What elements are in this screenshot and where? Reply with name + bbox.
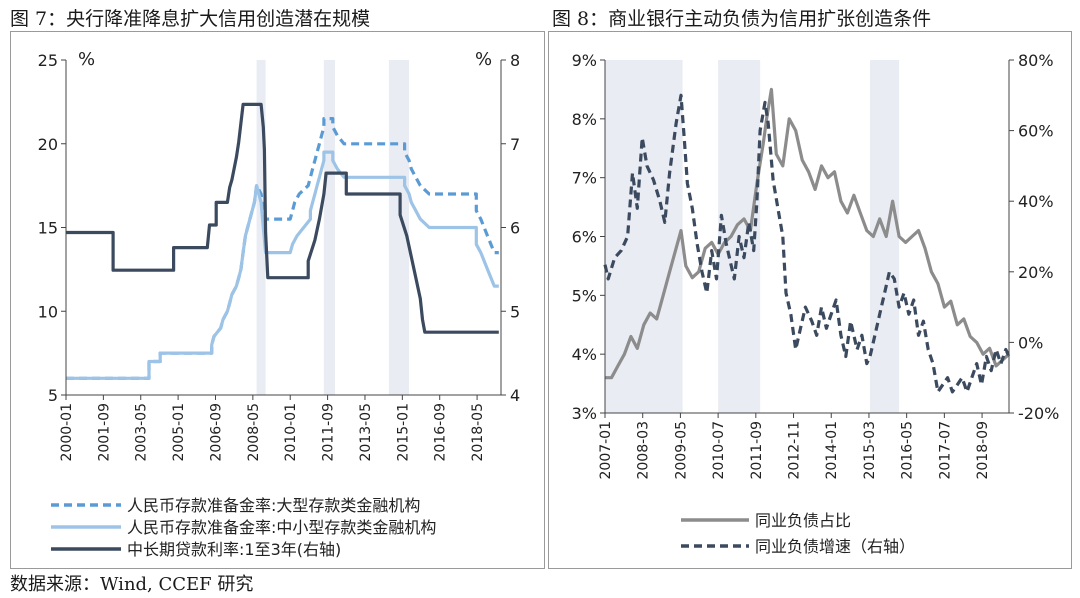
- right-figure-title: 图 8：商业银行主动负债为信用扩张创造条件: [552, 8, 932, 30]
- left-y-tick-label: 7%: [572, 169, 597, 188]
- left-y-tick-label: 25: [38, 51, 58, 70]
- shaded-period-1: [605, 60, 683, 413]
- left-y-tick-label: 20: [38, 135, 58, 154]
- x-tick-label: 2018-05: [470, 403, 486, 462]
- right-y-tick-label: 20%: [1018, 263, 1054, 282]
- left-y-tick-label: 5: [48, 386, 58, 405]
- x-tick-label: 2005-01: [171, 403, 187, 462]
- x-tick-label: 2011-09: [321, 403, 337, 462]
- x-tick-label: 2009-05: [673, 421, 689, 480]
- legend-label-1: 同业负债占比: [755, 511, 851, 530]
- left-y-tick-label: 8%: [572, 110, 597, 129]
- series-line-3: [66, 102, 499, 334]
- shaded-period-2: [323, 60, 336, 395]
- left-y-tick-label: 5%: [572, 286, 597, 305]
- right-y-tick-label: 4: [510, 386, 520, 405]
- right-y-tick-label: 5: [510, 302, 520, 321]
- series-line-2: [603, 93, 1011, 394]
- left-y-tick-label: 15: [38, 219, 58, 238]
- x-tick-label: 2008-03: [636, 421, 652, 480]
- shaded-period-1: [256, 60, 266, 395]
- series-line-1: [66, 117, 499, 380]
- left-axis-unit: %: [78, 49, 95, 70]
- left-y-tick-label: 10: [38, 302, 58, 321]
- left-y-tick-label: 9%: [572, 51, 597, 70]
- legend-label-1: 人民币存款准备金率:大型存款类金融机构: [127, 496, 420, 515]
- x-tick-label: 2010-01: [283, 403, 299, 462]
- left-y-tick-label: 6%: [572, 228, 597, 247]
- x-tick-label: 2008-05: [246, 403, 262, 462]
- x-tick-label: 2013-05: [358, 403, 374, 462]
- x-tick-label: 2014-01: [824, 421, 840, 480]
- legend-label-2: 人民币存款准备金率:中小型存款类金融机构: [127, 518, 436, 537]
- shaded-period-3: [388, 60, 410, 395]
- right-y-tick-label: 0%: [1018, 333, 1043, 352]
- x-tick-label: 2006-09: [208, 403, 224, 462]
- left-figure-title: 图 7：央行降准降息扩大信用创造潜在规模: [10, 8, 371, 30]
- left-chart-panel: 5 10 15 20 25 4 5 6 7 8 2000-01 2001-09 2003-05 2005-…: [10, 31, 545, 569]
- x-tick-label: 2010-07: [711, 421, 727, 480]
- x-tick-label: 2016-09: [433, 403, 449, 462]
- legend-label-2: 同业负债增速（右轴）: [755, 537, 915, 556]
- legend-label-3: 中长期贷款利率:1至3年(右轴): [127, 540, 341, 559]
- data-source-note: 数据来源：Wind, CCEF 研究: [10, 574, 254, 595]
- right-chart-panel: 3% 4% 5% 6% 7% 8% 9% -20% 0% 20% 40% 60% 80% 2007-01 2…: [548, 31, 1072, 569]
- x-tick-label: 2003-05: [134, 403, 150, 462]
- right-y-tick-label: 80%: [1018, 51, 1054, 70]
- right-y-tick-label: 40%: [1018, 192, 1054, 211]
- right-chart-svg: 3% 4% 5% 6% 7% 8% 9% -20% 0% 20% 40% 60% 80% 2007-01 2…: [572, 51, 1060, 556]
- series-line-2: [66, 150, 499, 380]
- right-y-tick-label: 60%: [1018, 122, 1054, 141]
- x-tick-label: 2012-11: [787, 421, 803, 480]
- right-y-tick-label: 8: [510, 51, 520, 70]
- x-tick-label: 2018-09: [975, 421, 991, 480]
- x-tick-label: 2001-09: [96, 403, 112, 462]
- right-y-tick-label: 6: [510, 219, 520, 238]
- left-chart-svg: 5 10 15 20 25 4 5 6 7 8 2000-01 2001-09 2003-05 2005-…: [38, 49, 521, 559]
- x-tick-label: 2007-01: [598, 421, 614, 480]
- right-axis-unit: %: [475, 49, 492, 70]
- right-y-tick-label: -20%: [1018, 404, 1059, 423]
- series-line-1: [605, 87, 1011, 380]
- x-tick-label: 2015-03: [862, 421, 878, 480]
- left-y-tick-label: 3%: [572, 404, 597, 423]
- x-tick-label: 2011-09: [749, 421, 765, 480]
- left-y-tick-label: 4%: [572, 345, 597, 364]
- right-y-tick-label: 7: [510, 135, 520, 154]
- x-tick-label: 2000-01: [59, 403, 75, 462]
- x-tick-label: 2016-05: [900, 421, 916, 480]
- x-tick-label: 2017-07: [937, 421, 953, 480]
- x-tick-label: 2015-01: [395, 403, 411, 462]
